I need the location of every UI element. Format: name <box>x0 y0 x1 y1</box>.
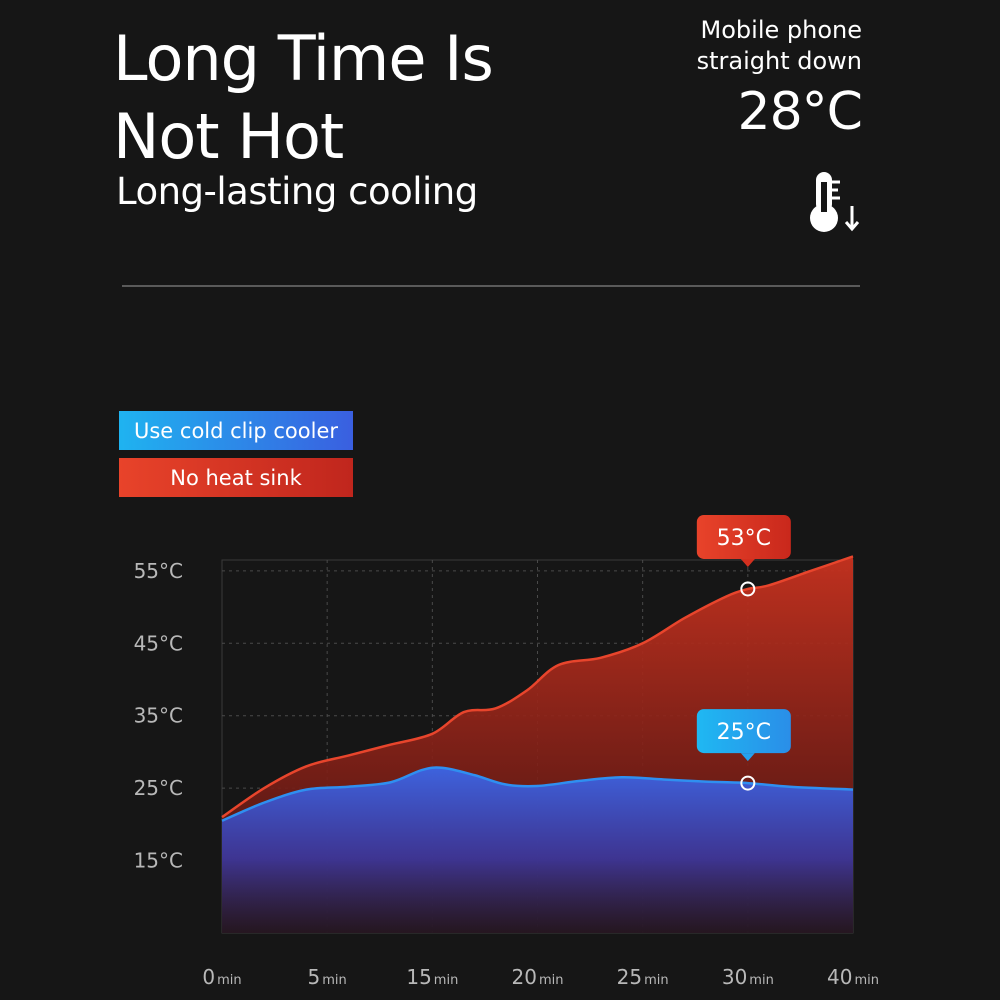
x-tick-label: 25 min <box>617 965 669 989</box>
hot-series-line <box>221 555 854 819</box>
x-tick-label: 5 min <box>308 965 347 989</box>
x-tick-label: 15 min <box>406 965 458 989</box>
legend-cold-label: Use cold clip cooler <box>134 418 338 443</box>
x-tick-label: 30 min <box>722 965 774 989</box>
legend-cold-clip-cooler: Use cold clip cooler <box>119 411 353 450</box>
temperature-condition-label: Mobile phone straight down <box>696 16 862 75</box>
header-divider <box>122 285 860 287</box>
y-tick-label: 25°C <box>134 776 183 800</box>
cold-series-line <box>221 766 854 822</box>
cold-series-area <box>222 767 853 933</box>
page-subtitle: Long-lasting cooling <box>116 170 478 213</box>
y-tick-label: 35°C <box>134 704 183 728</box>
y-tick-label: 45°C <box>134 631 183 655</box>
legend-hot-label: No heat sink <box>170 465 302 490</box>
y-tick-label: 15°C <box>134 849 183 873</box>
hot-callout: 53°C <box>696 514 791 567</box>
cold-callout: 25°C <box>696 709 791 762</box>
legend-no-heat-sink: No heat sink <box>119 458 353 497</box>
x-tick-label: 0 min <box>202 965 241 989</box>
y-tick-label: 55°C <box>134 559 183 583</box>
temperature-value: 28°C <box>737 82 863 142</box>
hot-callout-label: 53°C <box>717 526 771 551</box>
thermometer-down-icon <box>810 172 860 232</box>
x-tick-label: 20 min <box>512 965 564 989</box>
hot-marker-point <box>740 581 756 597</box>
cold-marker-point <box>740 775 756 791</box>
page-title: Long Time Is Not Hot <box>113 22 494 173</box>
cold-callout-label: 25°C <box>717 720 771 745</box>
x-tick-label: 40 min <box>827 965 879 989</box>
